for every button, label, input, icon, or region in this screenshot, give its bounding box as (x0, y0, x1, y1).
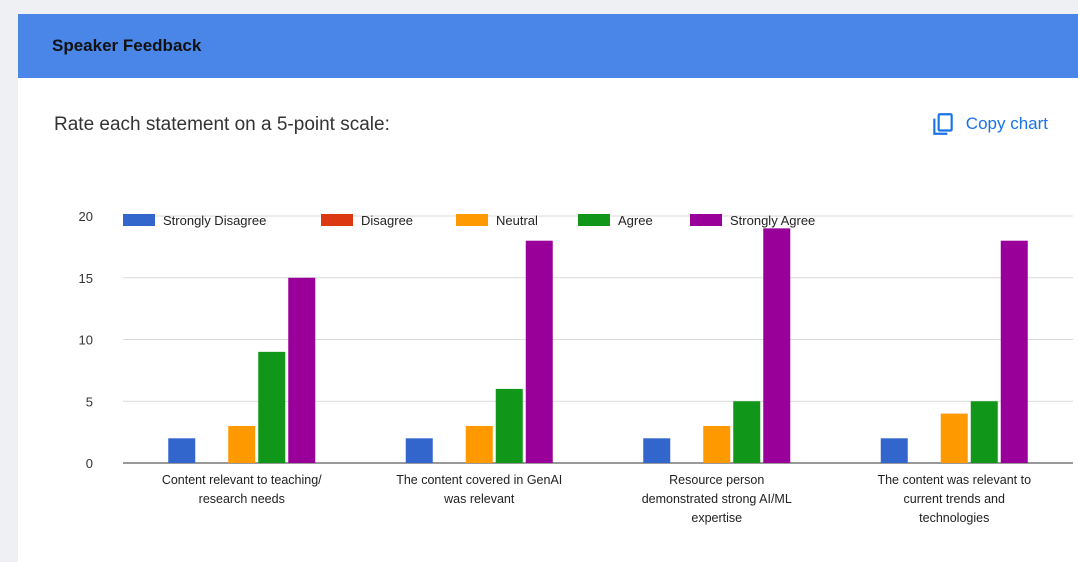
bar (258, 351, 286, 463)
legend-label: Strongly Disagree (163, 213, 266, 228)
y-axis-ticks: 0 5 10 15 20 (79, 209, 93, 471)
legend-swatch (321, 214, 353, 226)
x-tick-label: expertise (691, 511, 742, 525)
bar (940, 413, 968, 463)
y-tick-label: 0 (86, 456, 93, 471)
x-axis-labels: Content relevant to teaching/research ne… (162, 473, 1031, 525)
legend-swatch (578, 214, 610, 226)
bar (495, 388, 523, 463)
bar (288, 277, 316, 463)
x-tick-label: technologies (919, 511, 989, 525)
bar (763, 228, 791, 463)
x-tick-label: Content relevant to teaching/ (162, 473, 322, 487)
x-tick-label: Resource person (669, 473, 764, 487)
bar (880, 438, 908, 463)
copy-chart-button[interactable]: Copy chart (930, 108, 1048, 140)
bar (733, 401, 761, 463)
bar (643, 438, 671, 463)
x-tick-label: was relevant (443, 492, 515, 506)
bars (168, 228, 1028, 463)
x-tick-label: demonstrated strong AI/ML (642, 492, 792, 506)
question-text: Rate each statement on a 5-point scale: (54, 114, 390, 135)
legend-label: Disagree (361, 213, 413, 228)
legend-label: Strongly Agree (730, 213, 815, 228)
legend-swatch (690, 214, 722, 226)
card-title: Speaker Feedback (52, 36, 202, 55)
y-tick-label: 20 (79, 209, 93, 224)
x-tick-label: current trends and (904, 492, 1005, 506)
feedback-card: Speaker Feedback Rate each statement on … (18, 14, 1078, 562)
bar (465, 425, 493, 463)
y-tick-label: 5 (86, 394, 93, 409)
bar (168, 438, 196, 463)
x-tick-label: The content covered in GenAI (396, 473, 562, 487)
bar (525, 240, 553, 463)
legend-swatch (456, 214, 488, 226)
legend-label: Agree (618, 213, 653, 228)
y-tick-label: 15 (79, 271, 93, 286)
copy-icon (933, 113, 953, 135)
bar-chart: 0 5 10 15 20 Content relevant to teaching/re… (79, 209, 1073, 525)
bar (970, 401, 998, 463)
bar (703, 425, 731, 463)
x-tick-label: research needs (199, 492, 285, 506)
bar (405, 438, 433, 463)
legend: Strongly Disagree Disagree Neutral Agree Str… (123, 213, 815, 228)
y-tick-label: 10 (79, 333, 93, 348)
legend-label: Neutral (496, 213, 538, 228)
bar (1000, 240, 1028, 463)
legend-swatch (123, 214, 155, 226)
copy-chart-label: Copy chart (965, 114, 1048, 133)
x-tick-label: The content was relevant to (877, 473, 1031, 487)
card-header: Speaker Feedback (18, 14, 1078, 78)
bar (228, 425, 256, 463)
